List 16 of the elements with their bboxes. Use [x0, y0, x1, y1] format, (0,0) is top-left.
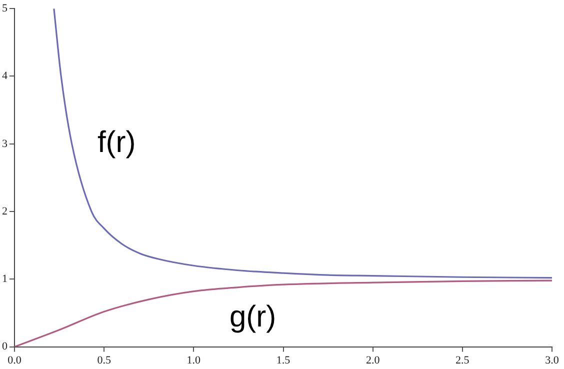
x-tick-label: 1.5 — [276, 354, 291, 366]
x-tick-label: 3.0 — [545, 354, 560, 366]
x-tick-label: 0.0 — [8, 354, 22, 366]
series-label: g(r) — [229, 300, 276, 334]
x-tick-label: 1.0 — [186, 354, 202, 366]
y-tick-label: 1 — [2, 273, 8, 286]
x-tick-label: 2.0 — [366, 354, 380, 366]
y-tick-label: 5 — [2, 2, 8, 14]
x-tick-label: 0.5 — [97, 354, 112, 366]
x-tick-label: 2.5 — [456, 354, 470, 366]
y-tick-label: 4 — [2, 70, 8, 82]
y-tick-label: 2 — [2, 205, 8, 218]
line-series — [53, 8, 552, 279]
series-label: f(r) — [97, 126, 136, 160]
y-tick-label: 3 — [2, 138, 8, 150]
y-tick-label: 0 — [2, 340, 8, 353]
